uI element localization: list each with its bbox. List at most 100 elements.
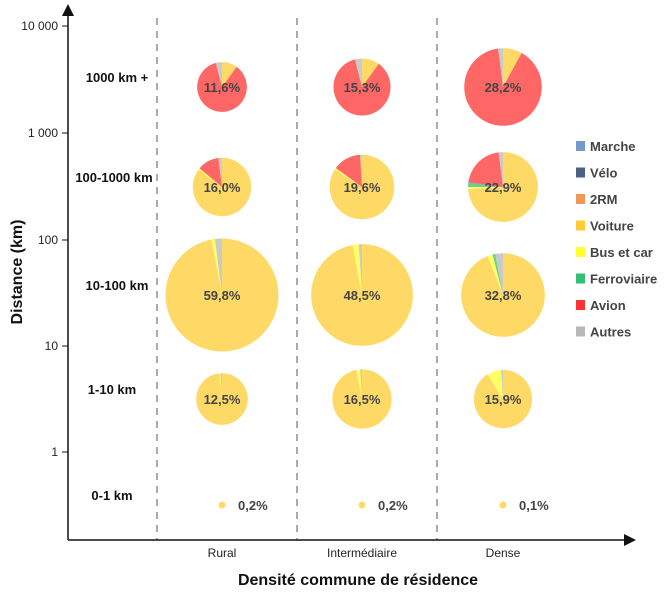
pie-slice-voiture <box>196 373 248 425</box>
legend-label: 2RM <box>590 192 617 207</box>
pie-slice-avion <box>333 59 391 116</box>
pie-0-1-km-rural: 0,2% <box>218 498 268 513</box>
pie-slice-bus-et-car <box>487 369 503 399</box>
pie-slice-voiture <box>332 369 392 429</box>
category-label-intermediaire: Intermédiaire <box>327 546 397 560</box>
pie-share-label: 22,9% <box>485 180 522 195</box>
pie-10-100-km-intermediaire: 48,5% <box>311 244 413 346</box>
y-tick-label: 10 <box>45 339 59 353</box>
pie-slice-autres <box>214 238 222 295</box>
pie-share-label: 15,9% <box>485 392 522 407</box>
y-tick-label: 1 000 <box>28 126 58 140</box>
pie-100-1000-km-intermediaire: 19,6% <box>329 154 395 220</box>
pie-100-1000-km-rural: 16,0% <box>192 157 252 217</box>
pie-share-label: 16,0% <box>204 180 241 195</box>
band-label-1000-km: 1000 km + <box>86 70 149 85</box>
pie-slice-autres <box>354 58 362 87</box>
pie-slice-ferroviaire <box>468 182 503 187</box>
pie-slice-bus-et-car <box>211 238 222 295</box>
pie-share-label: 59,8% <box>204 288 241 303</box>
pie-slice-voiture <box>468 152 538 222</box>
pie-100-1000-km-dense: 22,9% <box>468 152 538 222</box>
pie-slice-bus-et-car <box>218 373 222 399</box>
y-ticks: 1 10 100 1 000 10 000 <box>21 19 68 459</box>
pie-share-label: 15,3% <box>344 80 381 95</box>
pie-slice-voiture <box>358 501 366 509</box>
pie-share-label: 16,5% <box>344 392 381 407</box>
pie-slice-voiture <box>218 501 226 509</box>
band-label-0-1-km: 0-1 km <box>91 488 132 503</box>
category-label-dense: Dense <box>486 546 521 560</box>
legend-swatch <box>576 220 585 231</box>
pie-share-label: 0,2% <box>238 498 268 513</box>
pie-slice-avion <box>464 48 542 126</box>
x-category-labels: Rural Intermédiaire Dense <box>208 546 521 560</box>
pie-slice-bus-et-car <box>334 168 362 187</box>
pie-slice-autres <box>215 62 222 87</box>
legend-swatch <box>576 273 585 284</box>
pie-1-10-km-intermediaire: 16,5% <box>332 369 392 429</box>
pie-slice-bus-et-car <box>468 187 503 190</box>
legend-entry-avion: Avion <box>576 298 626 313</box>
distance-band-labels: 1000 km + 100-1000 km 10-100 km 1-10 km 0-1 … <box>75 70 152 503</box>
legend-entry-autres: Autres <box>576 325 631 340</box>
legend-swatch <box>576 300 585 310</box>
y-tick-label: 100 <box>38 233 58 247</box>
category-separators <box>156 18 438 540</box>
pie-slice-avion <box>197 62 247 112</box>
pie-slice-autres <box>360 369 362 399</box>
pie-slice-voiture <box>222 62 237 87</box>
pie-10-100-km-rural: 59,8% <box>165 238 279 352</box>
pie-0-1-km-intermediaire: 0,2% <box>358 498 408 513</box>
pie-slice-avion <box>199 158 222 187</box>
legend-label: Bus et car <box>590 245 653 260</box>
pie-share-label: 19,6% <box>344 180 381 195</box>
y-tick-label: 10 000 <box>21 19 58 33</box>
pie-slice-bus-et-car <box>198 168 222 187</box>
pie-slice-autres <box>218 157 222 187</box>
legend-label: Ferroviaire <box>590 272 657 287</box>
pie-slice-autres <box>358 244 362 295</box>
pie-share-label: 12,5% <box>204 392 241 407</box>
pie-1-10-km-rural: 12,5% <box>196 373 248 425</box>
pie-slice-voiture <box>499 501 507 509</box>
pie-share-label: 28,2% <box>485 80 522 95</box>
legend-entry-marche: Marche <box>576 139 636 154</box>
pie-slice-voiture <box>362 58 379 87</box>
pie-slice-autres <box>220 373 222 399</box>
band-label-1-10-km: 1-10 km <box>88 382 136 397</box>
pie-slice-voiture <box>311 244 413 346</box>
legend-label: Vélo <box>590 166 618 181</box>
pie-slice-avion <box>335 154 362 187</box>
legend-swatch <box>576 167 585 178</box>
legend-swatch <box>576 141 585 151</box>
legend-label: Autres <box>590 325 631 340</box>
legend-entry-bus-et-car: Bus et car <box>576 245 653 260</box>
legend-swatch <box>576 326 585 337</box>
pie-share-label: 11,6% <box>204 80 241 95</box>
band-label-10-100-km: 10-100 km <box>86 278 149 293</box>
x-axis-title: Densité commune de résidence <box>238 572 478 589</box>
y-tick-label: 1 <box>51 445 58 459</box>
pie-share-label: 48,5% <box>344 288 381 303</box>
category-label-rural: Rural <box>208 546 237 560</box>
pie-slice-bus-et-car <box>352 244 362 295</box>
pie-slice-autres <box>495 253 503 295</box>
pie-1000-km-intermediaire: 15,3% <box>333 58 391 116</box>
pie-slice-autres <box>498 152 503 187</box>
pie-slice-voiture <box>165 238 279 352</box>
pie-slice-avion <box>468 152 503 187</box>
legend-swatch <box>576 247 585 257</box>
pie-slice-voiture <box>461 253 545 337</box>
pie-share-label: 0,1% <box>519 498 549 513</box>
pie-slice-autres <box>359 154 362 187</box>
legend-entry-ferroviaire: Ferroviaire <box>576 272 657 287</box>
pie-slice-bus-et-car <box>356 369 362 399</box>
pie-share-label: 0,2% <box>378 498 408 513</box>
legend: Marche Vélo 2RM Voiture Bus et car Ferroviair… <box>576 139 657 340</box>
legend-label: Voiture <box>590 219 634 234</box>
legend-label: Avion <box>590 298 626 313</box>
pie-slice-ferroviaire <box>492 253 503 295</box>
pie-grid: 11,6% 15,3% 28,2% 16,0% 19,6% 22,9% 59,8% 48,5%… <box>165 48 549 513</box>
